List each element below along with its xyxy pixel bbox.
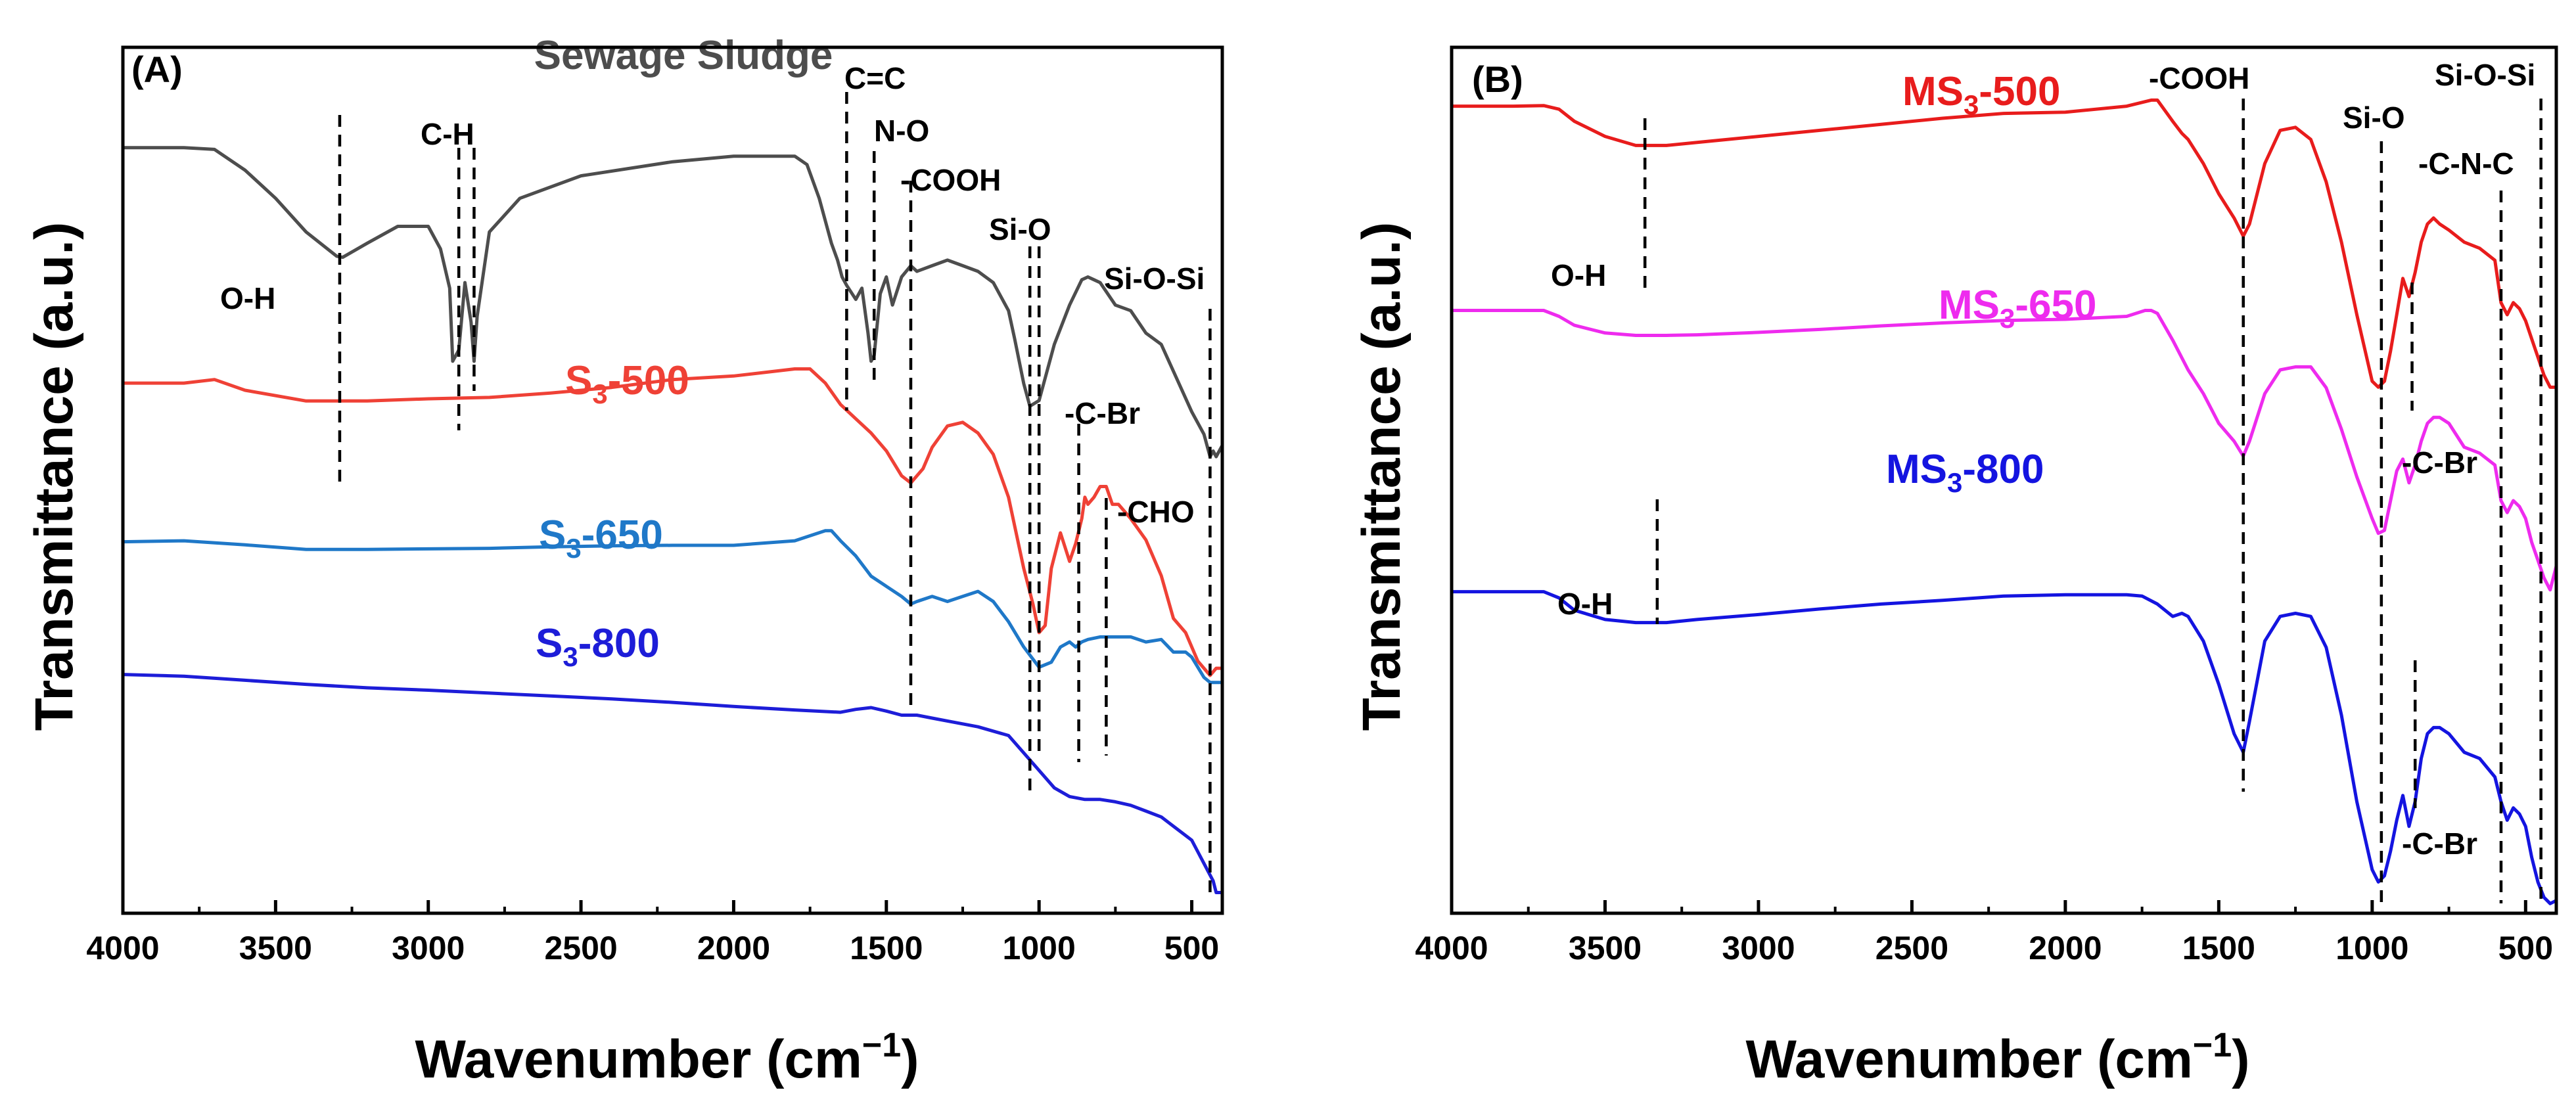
panel-a-peak-label: C=C [844,61,906,95]
panel-a-series-line-sewage-sludge [123,146,1224,459]
panel-b-x-tick-label: 1500 [2182,930,2255,966]
panel-a-peak-label: O-H [220,281,275,315]
panel-a-series-label-s3-500: S3-500 [565,358,689,409]
panel-b-x-tick-label: 2000 [2029,930,2102,966]
panel-a-peak-label: Si-O [989,212,1051,246]
panel-a: Transmittance (a.u.) Wavenumber (cm−1) 4… [24,33,1224,1089]
panel-b-y-axis-title: Transmittance (a.u.) [1352,222,1412,731]
panel-a-x-tick-label: 3500 [239,930,312,966]
panel-b-series-line-ms3-500 [1452,98,2556,389]
panel-b-series-label-ms3-500: MS3-500 [1902,69,2060,120]
panel-b-x-axis-title-tail: ) [2232,1030,2249,1089]
panel-a-peak-label: -CHO [1117,495,1195,529]
panel-b: Transmittance (a.u.) Wavenumber (cm−1) 4… [1352,45,2558,1089]
panel-b-peak-label: Si-O-Si [2435,58,2535,92]
panel-b-x-axis-title-main: Wavenumber (cm [1745,1030,2192,1089]
panel-b-x-axis-title: Wavenumber (cm−1) [1745,1026,2249,1089]
panel-b-peak-label: -COOH [2149,61,2249,95]
panel-a-x-tick-label: 1500 [850,930,923,966]
panel-b-peak-label: -C-N-C [2418,147,2514,181]
panel-a-x-tick-label: 500 [1164,930,1219,966]
panel-a-x-tick-label: 2500 [544,930,617,966]
panel-a-series-label-s3-800: S3-800 [536,621,660,672]
panel-a-peak-label: Si-O-Si [1104,261,1205,296]
panel-b-series-label-ms3-650: MS3-650 [1939,283,2096,334]
panel-a-series-line-s3-800 [122,673,1222,894]
panel-b-series-line-ms3-650 [1452,309,2558,592]
panel-b-peak-label: -C-Br [2402,445,2477,480]
panel-a-peak-label: -C-Br [1065,396,1140,430]
panel-a-y-axis-title: Transmittance (a.u.) [24,222,84,731]
panel-a-series-label-sewage-sludge: Sewage Sludge [534,33,833,78]
panel-a-x-tick-label: 4000 [86,930,159,966]
panel-b-x-axis-title-sup: −1 [2193,1026,2232,1064]
panel-a-x-axis-title-tail: ) [901,1030,919,1089]
panel-a-series-line-s3-650 [122,529,1222,685]
panel-b-x-tick-label: 4000 [1415,930,1488,966]
panel-b-frame [1450,45,2558,915]
panel-b-x-tick-label: 1000 [2335,930,2408,966]
panel-a-x-tick-label: 3000 [392,930,465,966]
panel-a-series-line-s3-500 [123,367,1222,677]
panel-b-x-tick-label: 3500 [1569,930,1642,966]
panel-b-series-line-ms3-800 [1452,590,2558,905]
panel-a-x-axis-title: Wavenumber (cm−1) [415,1026,919,1089]
panel-a-plot-area: 4000 3500 3000 2500 2000 1500 1000 500 Sewage Sl… [86,33,1224,966]
panel-b-peak-label: -C-Br [2402,827,2477,861]
panel-b-peak-label: Si-O [2343,101,2405,135]
panel-a-x-axis-title-main: Wavenumber (cm [415,1030,862,1089]
panel-b-x-tick-label: 2500 [1875,930,1948,966]
panel-b-plot-area: 4000 3500 3000 2500 2000 1500 1000 500 MS3-500 MS… [1415,58,2558,966]
panel-b-label: (B) [1472,58,1523,100]
panel-a-peak-label: N-O [874,114,929,148]
panel-a-label: (A) [131,49,183,90]
panel-a-series-label-s3-650: S3-650 [539,512,663,564]
panel-b-x-tick-label: 500 [2498,930,2553,966]
panel-a-frame [121,45,1224,915]
panel-b-x-tick-label: 3000 [1722,930,1795,966]
panel-a-peak-label: C-H [421,117,474,151]
panel-a-x-tick-label: 2000 [697,930,770,966]
panel-b-peak-label: O-H [1551,258,1606,292]
panel-a-x-axis-title-sup: −1 [862,1026,901,1064]
panel-b-series-label-ms3-800: MS3-800 [1886,447,2044,498]
panel-a-x-tick-label: 1000 [1003,930,1076,966]
panel-b-peak-label: O-H [1557,587,1613,621]
panel-a-peak-label: -COOH [900,163,1001,197]
